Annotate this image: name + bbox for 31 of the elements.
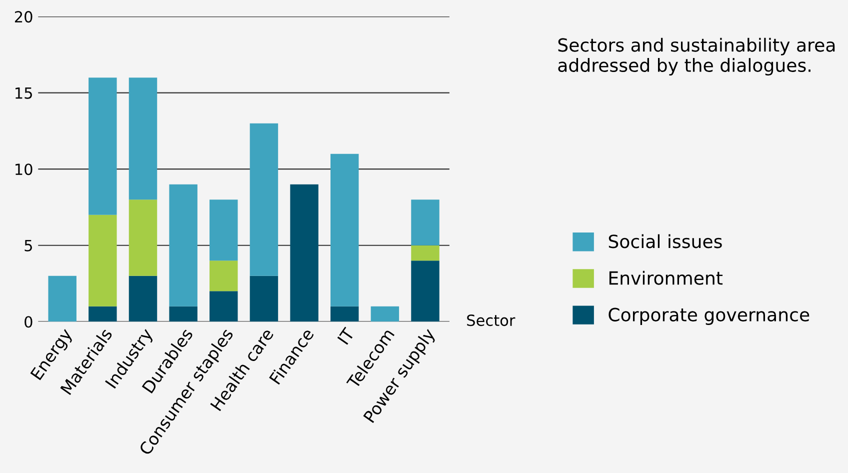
bar: [330, 154, 359, 306]
y-tick-label: 20: [14, 11, 32, 23]
bar: [88, 214, 117, 306]
legend-label: Corporate governance: [608, 308, 810, 325]
y-tick-label: 0: [24, 316, 32, 328]
bar: [411, 245, 440, 261]
bar: [330, 306, 359, 322]
y-tick-label: 15: [16, 87, 32, 99]
bar: [169, 184, 198, 306]
bar: [169, 306, 198, 322]
text: Sectors and sustainability area addressed by the dialogues.: [558, 38, 835, 76]
bar: [48, 276, 76, 322]
bar: [128, 78, 158, 200]
y-tick-label: 10: [16, 164, 32, 176]
bar: [411, 200, 440, 246]
bar: [250, 123, 278, 276]
legend-label: Environment: [609, 270, 723, 285]
bar: [88, 306, 117, 322]
bar: [370, 306, 400, 322]
bar: [210, 260, 238, 292]
legend-label: Social issues: [608, 234, 722, 248]
x-axis-title: Sector: [467, 314, 516, 326]
bar: [290, 184, 318, 322]
bar: [411, 260, 440, 322]
bar: [210, 291, 238, 322]
bar: [128, 200, 158, 276]
bar: [128, 276, 158, 322]
bar: [88, 78, 117, 215]
bar: [250, 276, 278, 322]
bar: [210, 200, 238, 261]
y-tick-label: 5: [24, 240, 32, 252]
